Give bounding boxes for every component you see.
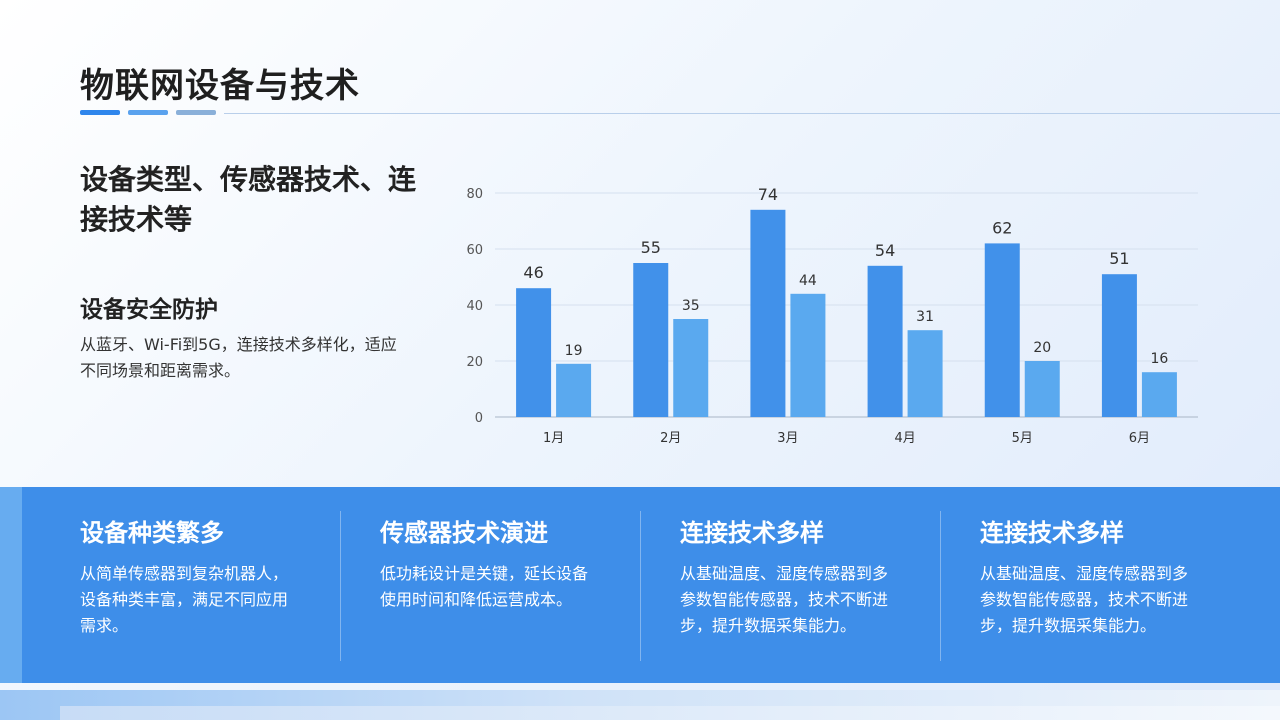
underline-rule bbox=[224, 113, 1280, 114]
data-label: 44 bbox=[799, 273, 817, 289]
section-text: 从蓝牙、Wi-Fi到5G，连接技术多样化，适应不同场景和距离需求。 bbox=[80, 335, 397, 380]
data-label: 55 bbox=[641, 238, 661, 257]
title-underline bbox=[80, 110, 1280, 116]
bar bbox=[1101, 274, 1137, 417]
y-tick-label: 0 bbox=[475, 411, 483, 426]
bar bbox=[907, 330, 943, 417]
card-divider bbox=[640, 511, 641, 661]
underline-segment bbox=[80, 110, 120, 115]
bottom-decoration bbox=[0, 690, 1280, 720]
bar bbox=[1141, 372, 1177, 417]
bar bbox=[867, 265, 903, 417]
data-label: 74 bbox=[758, 185, 778, 204]
card-text: 从基础温度、湿度传感器到多参数智能传感器，技术不断进步，提升数据采集能力。 bbox=[680, 564, 889, 635]
y-tick-label: 80 bbox=[466, 187, 483, 202]
y-tick-label: 20 bbox=[466, 355, 483, 370]
data-label: 35 bbox=[682, 298, 700, 314]
x-tick-label: 6月 bbox=[1129, 431, 1150, 446]
feature-card: 连接技术多样 从基础温度、湿度传感器到多参数智能传感器，技术不断进步，提升数据采… bbox=[940, 487, 1240, 683]
data-label: 31 bbox=[916, 309, 934, 325]
feature-card: 设备种类繁多 从简单传感器到复杂机器人，设备种类丰富，满足不同应用需求。 bbox=[0, 487, 300, 683]
page-title: 物联网设备与技术 bbox=[80, 66, 360, 106]
underline-segment bbox=[128, 110, 168, 115]
x-tick-label: 2月 bbox=[660, 431, 681, 446]
card-title: 传感器技术演进 bbox=[380, 519, 548, 547]
band-accent bbox=[0, 487, 22, 683]
bar bbox=[750, 209, 786, 417]
bar bbox=[673, 319, 709, 417]
data-label: 20 bbox=[1033, 340, 1051, 356]
bar bbox=[556, 363, 592, 417]
card-divider bbox=[340, 511, 341, 661]
bar bbox=[1024, 361, 1060, 417]
card-text: 从简单传感器到复杂机器人，设备种类丰富，满足不同应用需求。 bbox=[80, 564, 289, 635]
bar bbox=[633, 263, 669, 417]
bar bbox=[984, 243, 1020, 417]
y-tick-label: 40 bbox=[466, 299, 483, 314]
data-label: 62 bbox=[992, 218, 1012, 237]
bar bbox=[790, 293, 826, 417]
card-title: 连接技术多样 bbox=[980, 519, 1124, 547]
card-divider bbox=[940, 511, 941, 661]
feature-band: 设备种类繁多 从简单传感器到复杂机器人，设备种类丰富，满足不同应用需求。 传感器… bbox=[0, 487, 1280, 683]
card-title: 连接技术多样 bbox=[680, 519, 824, 547]
data-label: 54 bbox=[875, 241, 895, 260]
card-title: 设备种类繁多 bbox=[80, 519, 224, 547]
data-label: 46 bbox=[523, 263, 543, 282]
underline-segment bbox=[176, 110, 216, 115]
feature-card: 连接技术多样 从基础温度、湿度传感器到多参数智能传感器，技术不断进步，提升数据采… bbox=[640, 487, 940, 683]
data-label: 51 bbox=[1109, 249, 1129, 268]
data-label: 19 bbox=[565, 343, 583, 359]
feature-card: 传感器技术演进 低功耗设计是关键，延长设备使用时间和降低运营成本。 bbox=[340, 487, 640, 683]
card-text: 低功耗设计是关键，延长设备使用时间和降低运营成本。 bbox=[380, 564, 589, 609]
data-label: 16 bbox=[1151, 351, 1169, 367]
x-tick-label: 1月 bbox=[543, 431, 564, 446]
subtitle: 设备类型、传感器技术、连接技术等 bbox=[80, 163, 417, 236]
bottom-decoration-inner bbox=[60, 706, 1280, 720]
x-tick-label: 4月 bbox=[894, 431, 915, 446]
section-heading: 设备安全防护 bbox=[80, 297, 218, 323]
x-tick-label: 5月 bbox=[1012, 431, 1033, 446]
bar bbox=[516, 288, 552, 417]
y-tick-label: 60 bbox=[466, 243, 483, 258]
card-text: 从基础温度、湿度传感器到多参数智能传感器，技术不断进步，提升数据采集能力。 bbox=[980, 564, 1189, 635]
x-tick-label: 3月 bbox=[777, 431, 798, 446]
bar-chart: 0 20 40 60 80 46 19 1月 55 35 2月 74 44 3月 54 31 4月 62 20 5月 5… bbox=[466, 185, 1198, 446]
